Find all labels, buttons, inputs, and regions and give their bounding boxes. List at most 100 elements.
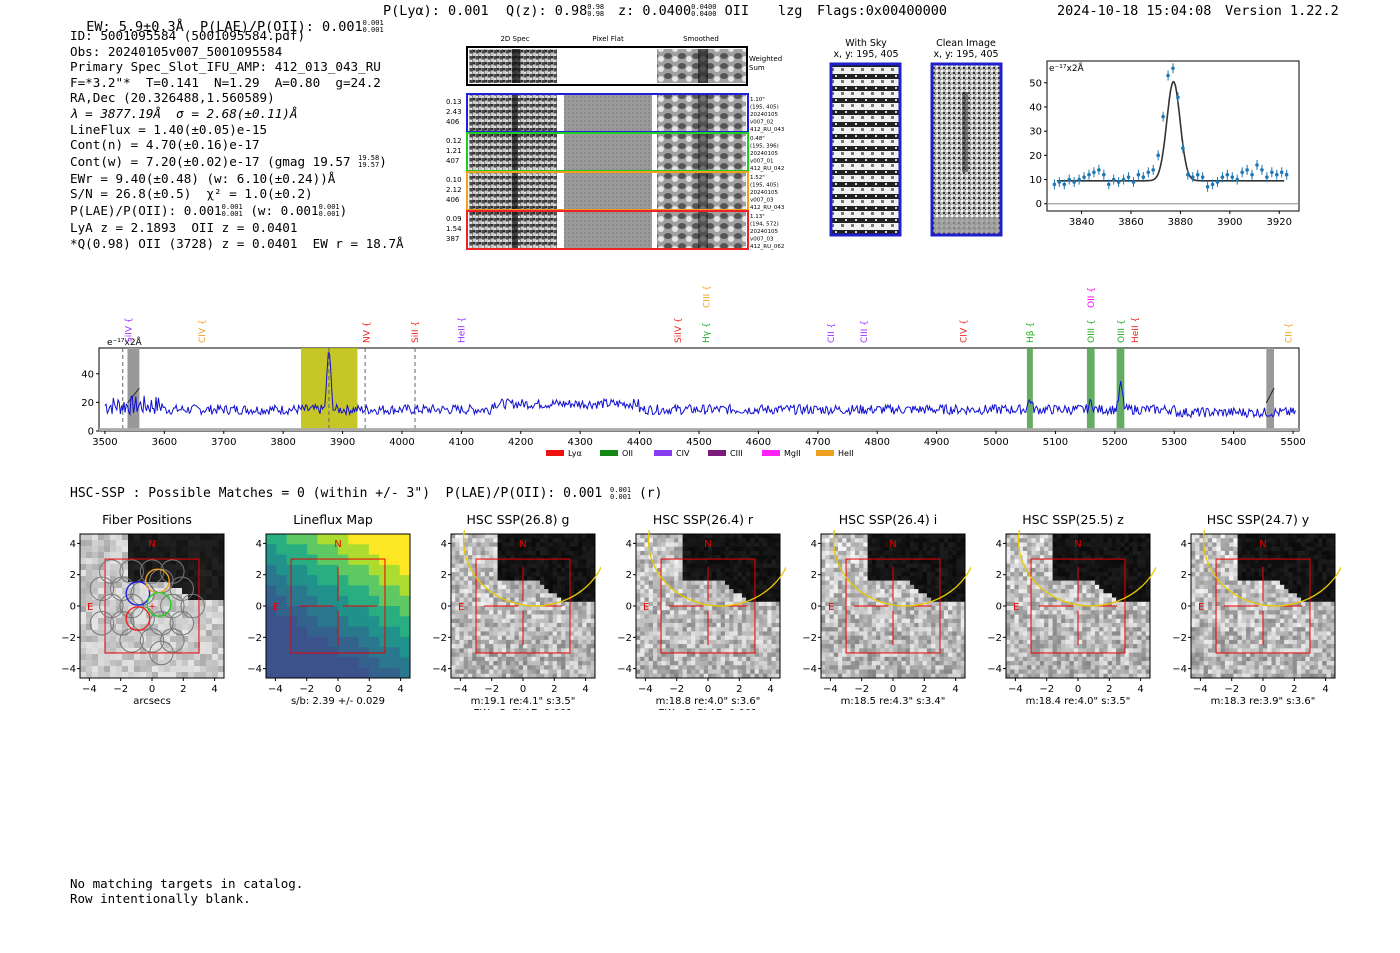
panel-caption: m:18.3 re:3.9" s:3.6" (1211, 696, 1316, 707)
panel-caption-2: EWr: 3, PLAE: 0.001 (658, 708, 757, 710)
panel-ytick-label: −4 (432, 664, 447, 675)
panel-image: N E 4 2 0 −2 −4 −4 −2 0 2 4 s/b: 2.39 +/- 0.029 (247, 533, 411, 707)
spectrum-ytick-label: 20 (81, 398, 94, 409)
zoom-data-point (1265, 175, 1269, 179)
spectrum-xtick-label: 3600 (152, 437, 177, 448)
panel-xtick-label: −2 (484, 684, 499, 695)
zoom-data-point (1245, 168, 1249, 172)
spectrum-line-label: OIII { (1117, 319, 1127, 343)
spectrum-xtick-label: 3900 (330, 437, 355, 448)
spectrum-xtick-label: 5300 (1162, 437, 1187, 448)
spectrum-line-label: NV { (362, 322, 372, 343)
zoom-data-point (1220, 175, 1225, 179)
spectrum-xtick-label: 5000 (983, 437, 1008, 448)
panel-ytick-label: 2 (256, 570, 262, 581)
spectrum-unit-label: e⁻¹⁷x2Å (107, 336, 143, 348)
aperture-box (660, 558, 756, 654)
info-q-line: *Q(0.98) OII (3728) z = 0.0401 EW r = 18… (70, 235, 404, 251)
panel-ytick-label: 2 (441, 570, 447, 581)
panel-title: HSC SSP(26.4) i (838, 512, 938, 527)
zoom-xtick-label: 3880 (1168, 217, 1193, 228)
z-text: z: 0.0400 0.0400 0.0400 OII (618, 3, 749, 19)
zoom-ytick-label: 20 (1029, 151, 1042, 162)
cutout-right-label: 20240105 (750, 190, 778, 196)
panel-ytick-label: −4 (247, 664, 262, 675)
zoom-data-point (1181, 146, 1185, 150)
panel-ytick-label: 0 (1181, 602, 1187, 613)
zoom-data-point (1092, 170, 1096, 175)
zoom-data-point (1270, 170, 1274, 175)
legend-swatch (708, 450, 726, 456)
panel-ytick-label: −2 (802, 633, 817, 644)
panel-ytick-label: 0 (70, 602, 76, 613)
summary-line: EW: 5.9±0.3Å P(LAE)/P(OII): 0.001 0.001 0.… (70, 3, 383, 35)
panel-ytick-label: −2 (247, 633, 262, 644)
panel-pixels (1191, 534, 1336, 679)
info-primary: Primary Spec_Slot_IFU_AMP: 412_013_043_R… (70, 59, 381, 75)
panel-caption-2: EWr: 3, PLAE: 0.001 (473, 708, 572, 710)
footer-line-1: No matching targets in catalog. (70, 876, 304, 891)
panel-title: HSC SSP(24.7) y (1206, 512, 1310, 527)
spectrum-mask-hatch (1265, 387, 1275, 404)
zoom-unit-label: e⁻¹⁷x2Å (1049, 62, 1085, 74)
cutout-row: 0.13 2.43 406 1.10" (195, 405)20240105 v007_0… (446, 93, 785, 133)
legend-swatch (654, 450, 672, 456)
spectrum-line-label: CII { (827, 323, 837, 343)
cutout-right-label: (194, 572) (750, 222, 779, 228)
panel-xtick-label: 4 (952, 684, 958, 695)
version: Version 1.22.2 (1225, 3, 1339, 19)
east-label: E (87, 602, 93, 613)
east-label: E (1198, 602, 1204, 613)
fiber-circle (169, 576, 194, 602)
panel-caption: m:19.1 re:4.1" s:3.5" (471, 696, 576, 707)
spectrum-xtick-label: 3800 (270, 437, 295, 448)
fiber-circle (119, 593, 144, 619)
panel-xtick-label: −4 (453, 684, 468, 695)
zoom-data-point (1106, 182, 1111, 187)
panel-image: N E 4 2 0 −2 −4 −4 −2 0 2 4 m:18.4 re:4.0" s:3.5" (987, 530, 1156, 707)
fiber-circle-highlight (125, 581, 151, 606)
plya-text: P(Lyα): 0.001 (383, 3, 489, 19)
spectrum-xtick-label: 5400 (1221, 437, 1246, 448)
panel-ytick-label: 4 (70, 539, 76, 550)
zoom-line-plot: 0 10 20 30 40 50 3840 3860 3880 3900 3920 e⁻¹⁷x2Å (1029, 60, 1300, 228)
cutout-right-label: (195, 405) (750, 105, 779, 111)
zoom-data-point (1126, 175, 1131, 179)
fiber-circle (89, 576, 115, 602)
galaxy-ellipse (832, 530, 971, 607)
cutout-left-label: 406 (446, 196, 460, 204)
info-obs: Obs: 20240105v007_5001095584 (70, 43, 283, 59)
fiber-circle (139, 628, 165, 653)
legend-swatch (816, 450, 834, 456)
cutout-right-label: 1.10" (750, 97, 765, 103)
panel-xtick-label: 0 (335, 684, 341, 695)
north-label: N (1074, 539, 1081, 550)
panel-ytick-label: 2 (811, 570, 817, 581)
panel-xtick-label: 4 (767, 684, 773, 695)
panel-xtick-label: −2 (113, 684, 128, 695)
spectrum-highlight-band (1116, 348, 1125, 431)
legend-label: Lyα (568, 449, 582, 458)
spectrum-xtick-label: 4900 (924, 437, 949, 448)
cutout-right-label: 412_RU_043 (750, 127, 785, 133)
footer-notes: No matching targets in catalog. Row inte… (70, 876, 303, 906)
fiber-circle (99, 593, 124, 619)
panel-ytick-label: 4 (1181, 539, 1187, 550)
zoom-data-point (1240, 170, 1244, 175)
cutout-right-label: 412_RU_043 (750, 205, 785, 211)
with-sky-image (829, 62, 902, 237)
zoom-data-point (1230, 175, 1235, 179)
panel-xtick-label: 2 (921, 684, 927, 695)
qz-text: Q(z): 0.98 0.98 0.98 (506, 3, 605, 19)
zoom-ytick-label: 30 (1029, 127, 1042, 138)
panel-ytick-label: 2 (1181, 570, 1187, 581)
cutout-right-label: 1.13" (750, 214, 765, 220)
zoom-data-point (1057, 180, 1062, 184)
fiber-circle (180, 593, 205, 619)
col-title-smoothed: Smoothed (683, 35, 719, 43)
aperture-box (104, 558, 200, 654)
panel-xtick-label: 0 (705, 684, 711, 695)
panel-caption: s/b: 2.39 +/- 0.029 (291, 696, 385, 707)
spectrum-xtick-label: 3500 (92, 437, 117, 448)
fiber-circle (130, 606, 155, 631)
